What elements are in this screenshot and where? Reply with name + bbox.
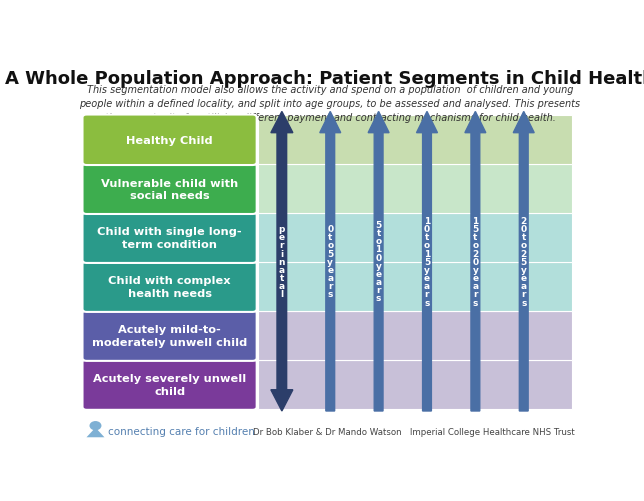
Polygon shape	[465, 112, 486, 411]
Bar	[258, 165, 572, 214]
Bar	[258, 360, 572, 409]
Polygon shape	[271, 133, 293, 411]
FancyBboxPatch shape	[82, 213, 257, 264]
Text: connecting care for children: connecting care for children	[108, 427, 255, 436]
Text: A Whole Population Approach: Patient Segments in Child Health: A Whole Population Approach: Patient Seg…	[5, 70, 644, 88]
Bar	[258, 312, 572, 360]
Polygon shape	[86, 428, 104, 437]
FancyBboxPatch shape	[82, 262, 257, 312]
Polygon shape	[513, 112, 535, 411]
FancyBboxPatch shape	[82, 115, 257, 166]
Text: This segmentation model also allows the activity and spend on a population  of c: This segmentation model also allows the …	[79, 85, 581, 122]
Text: 1
5
t
o
2
0
y
e
a
r
s: 1 5 t o 2 0 y e a r s	[472, 216, 478, 307]
Bar	[258, 263, 572, 312]
Text: Acutely severely unwell
child: Acutely severely unwell child	[93, 374, 246, 396]
Polygon shape	[417, 112, 437, 411]
Circle shape	[90, 421, 102, 430]
Text: Dr Bob Klaber & Dr Mando Watson   Imperial College Healthcare NHS Trust: Dr Bob Klaber & Dr Mando Watson Imperial…	[253, 427, 574, 436]
Text: Healthy Child: Healthy Child	[126, 135, 213, 145]
Polygon shape	[271, 112, 293, 390]
Polygon shape	[368, 112, 389, 411]
FancyBboxPatch shape	[82, 311, 257, 361]
FancyBboxPatch shape	[82, 360, 257, 410]
Text: Vulnerable child with
social needs: Vulnerable child with social needs	[101, 178, 238, 200]
FancyBboxPatch shape	[82, 164, 257, 214]
Text: 1
0
t
o
1
5
y
e
a
r
s: 1 0 t o 1 5 y e a r s	[424, 216, 430, 307]
Text: 2
0
t
o
2
5
y
e
a
r
s: 2 0 t o 2 5 y e a r s	[520, 216, 527, 307]
Text: Child with complex
health needs: Child with complex health needs	[108, 276, 231, 298]
Bar	[258, 214, 572, 263]
Text: 5
t
o
1
0
y
e
a
r
s: 5 t o 1 0 y e a r s	[375, 220, 382, 303]
Text: Acutely mild-to-
moderately unwell child: Acutely mild-to- moderately unwell child	[92, 325, 247, 347]
Bar	[258, 116, 572, 165]
Text: 0
t
o
5
y
e
a
r
s: 0 t o 5 y e a r s	[327, 224, 334, 299]
Polygon shape	[320, 112, 341, 411]
Text: p
e
r
i
n
a
t
a
l: p e r i n a t a l	[279, 224, 285, 299]
Text: Child with single long-
term condition: Child with single long- term condition	[97, 227, 242, 249]
